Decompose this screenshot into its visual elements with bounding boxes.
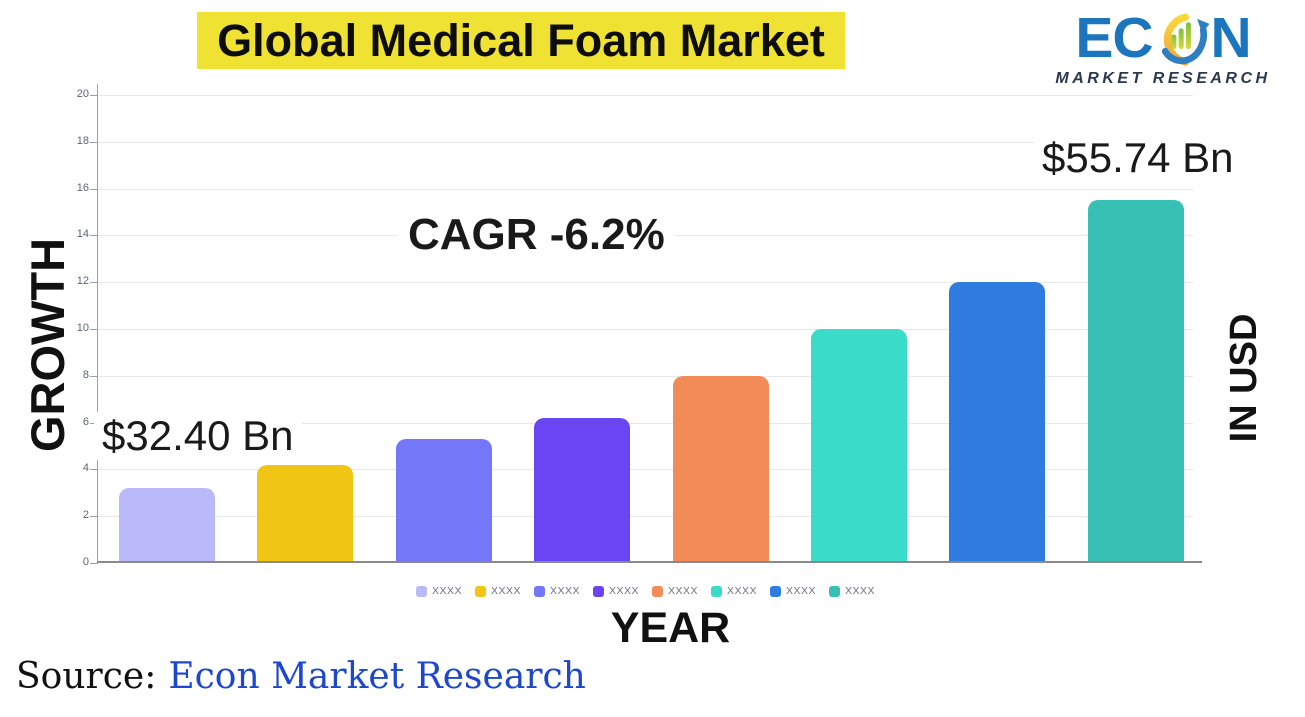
legend-label: XXXX [668,585,699,597]
legend-swatch-icon [829,585,841,597]
gridline-y-16 [98,188,1193,190]
gridline-y-12 [98,282,1193,284]
y-tick-label-0: 0 [82,556,89,568]
y-tick-label-18: 18 [76,134,89,147]
legend-swatch-icon [711,585,723,597]
y-tick-mark-8 [90,375,97,377]
y-tick-mark-4 [90,469,97,471]
logo-text-n: N [1210,6,1252,70]
y-tick-mark-0 [90,563,97,564]
y-tick-mark-14 [90,235,97,237]
y-tick-mark-10 [90,329,97,330]
y-tick-label-12: 12 [76,275,89,288]
last-bar-value-label: $55.74 Bn [1034,134,1242,182]
logo-text-ec: EC [1075,6,1153,70]
legend-item-3: XXXX [533,585,580,597]
y-tick-mark-12 [90,282,97,284]
source-link[interactable]: Econ Market Research [168,656,586,697]
bar-6 [811,329,907,563]
gridline-y-10 [98,329,1193,330]
bar-3 [395,438,492,563]
y-tick-label-16: 16 [76,181,89,194]
bar-7 [949,282,1046,563]
gridline-y-20 [98,95,1193,96]
source-line: Source: Econ Market Research [16,656,586,697]
gridline-y-4 [98,469,1193,471]
legend-item-4: XXXX [592,585,639,597]
bar-1 [119,488,215,563]
gridline-y-8 [98,375,1193,377]
gridline-y-2 [98,516,1193,518]
legend-item-8: XXXX [829,585,875,597]
legend-swatch-icon [652,585,663,597]
y-tick-mark-18 [90,141,97,143]
legend-label: XXXX [845,585,876,597]
y-tick-mark-2 [90,516,97,518]
y-tick-label-14: 14 [76,228,89,241]
y-tick-label-8: 8 [82,368,89,381]
legend-item-5: XXXX [652,585,698,597]
legend-label: XXXX [549,585,580,597]
legend-item-1: XXXX [415,585,462,597]
y-axis-line [97,84,98,564]
logo-growth-chart-icon [1154,11,1210,67]
legend-label: XXXX [786,585,817,597]
legend-label: XXXX [608,585,639,597]
bar-4 [534,417,631,563]
y-tick-label-2: 2 [82,509,89,522]
legend-item-2: XXXX [474,585,521,597]
first-bar-value-label: $32.40 Bn [94,412,302,460]
y-tick-mark-16 [90,188,97,190]
legend-item-7: XXXX [770,585,816,597]
y-tick-label-10: 10 [76,322,89,334]
y-axis-title-in-usd: IN USD [1223,313,1265,443]
legend-swatch-icon [533,585,545,597]
legend-swatch-icon [592,585,604,597]
source-prefix: Source: [16,656,157,697]
y-tick-label-6: 6 [82,415,89,428]
y-tick-label-20: 20 [76,88,89,100]
legend-swatch-icon [474,585,486,597]
chart-title: Global Medical Foam Market [197,12,845,69]
cagr-annotation: CAGR -6.2% [398,210,675,260]
y-axis-title-growth: GROWTH [21,237,74,453]
logo-subtitle: MARKET RESEARCH [1055,70,1271,87]
bar-8 [1087,200,1184,563]
logo-wordmark: EC [1029,10,1297,67]
bar-5 [672,375,769,563]
legend-item-6: XXXX [711,585,757,597]
legend-swatch-icon [770,585,782,597]
gridline-y-6 [98,422,1193,424]
y-tick-mark-6 [90,422,97,424]
legend-swatch-icon [415,585,427,597]
brand-logo: EC [1029,8,1297,90]
legend-label: XXXX [727,585,758,597]
x-axis-line [97,561,1202,563]
y-tick-label-4: 4 [82,462,89,475]
legend-label: XXXX [431,585,462,597]
y-tick-mark-20 [90,95,97,96]
legend-label: XXXX [490,585,521,597]
x-axis-title-year: YEAR [610,604,731,652]
bar-2 [257,464,354,563]
gridline-y-18 [98,141,1193,143]
plot-area [98,95,1193,563]
legend: XXXX XXXX XXXX XXXX XXXX XXXX XXXX XXXX [98,585,1193,597]
